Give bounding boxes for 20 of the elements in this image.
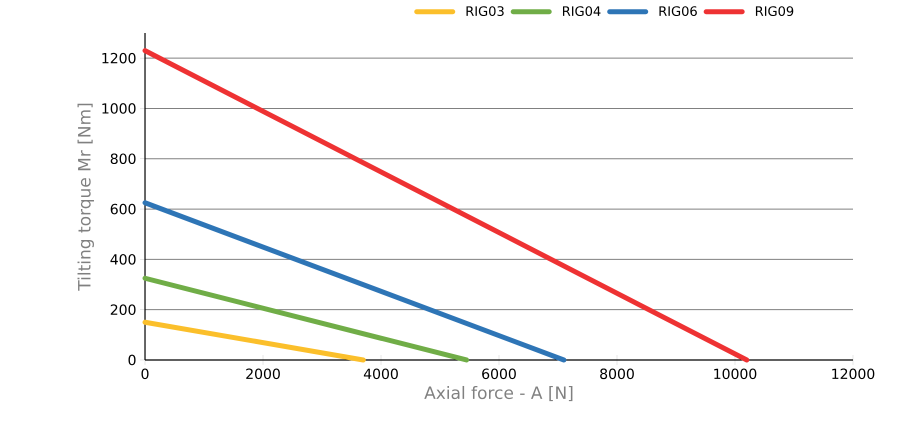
x-tick-label: 6000 — [482, 368, 516, 380]
legend-label: RIG03 — [466, 6, 504, 16]
legend-label: RIG09 — [756, 6, 794, 16]
y-tick-label: 600 — [110, 204, 136, 214]
y-axis-title: Tilting torque Mr [Nm] — [78, 104, 94, 291]
y-tick-label: 200 — [110, 304, 136, 315]
y-tick-label: 1000 — [102, 103, 136, 114]
x-axis-title: Axial force - A [N] — [424, 386, 572, 402]
x-tick-label: 12000 — [832, 368, 874, 380]
legend-label: RIG06 — [659, 6, 697, 16]
y-tick-label: 1200 — [102, 52, 136, 64]
x-tick-label: 2000 — [246, 368, 280, 380]
y-tick-label: 400 — [110, 254, 136, 265]
y-tick-label: 800 — [110, 153, 136, 164]
x-tick-label: 8000 — [600, 368, 634, 380]
y-tick-label: 0 — [128, 354, 136, 366]
legend-label: RIG04 — [562, 6, 600, 16]
x-tick-label: 4000 — [364, 368, 398, 380]
x-tick-label: 0 — [141, 368, 149, 380]
x-tick-label: 10000 — [714, 368, 756, 380]
